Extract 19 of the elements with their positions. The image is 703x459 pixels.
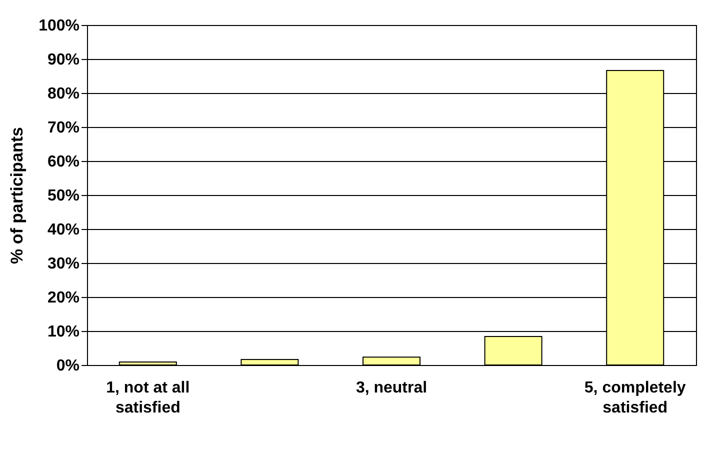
bar <box>118 361 177 366</box>
y-tick-label: 10% <box>47 324 80 340</box>
y-tick-label: 50% <box>47 188 80 204</box>
y-tick-label: 30% <box>47 256 80 272</box>
y-tick-label: 40% <box>47 222 80 238</box>
x-tick-label: 3, neutral <box>356 380 428 396</box>
bar <box>240 359 299 366</box>
y-tick-label: 20% <box>47 290 80 306</box>
y-tick-label: 90% <box>47 52 80 68</box>
y-tick-label: 80% <box>47 86 80 102</box>
y-tick-label: 100% <box>38 18 80 34</box>
x-tick-label: 5, completely satisfied <box>584 380 686 416</box>
y-tick-label: 60% <box>47 154 80 170</box>
y-tick-label: 0% <box>56 358 80 374</box>
y-tick-label: 70% <box>47 120 80 136</box>
bar <box>484 336 542 366</box>
y-axis-title: % of participants <box>8 127 27 264</box>
x-tick-label: 1, not at all satisfied <box>106 380 190 416</box>
bar <box>362 356 420 366</box>
